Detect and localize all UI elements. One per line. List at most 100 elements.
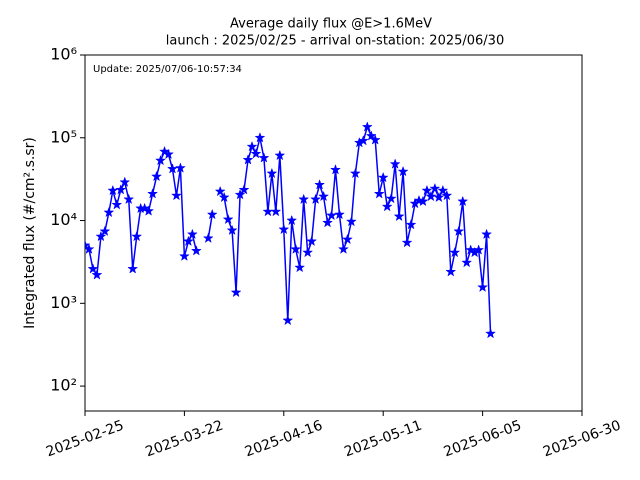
data-point [393,210,405,222]
data-point [333,208,345,220]
data-point [330,164,341,175]
y-tick-label: 10² [50,376,77,395]
data-point [85,243,95,254]
y-tick-label: 10⁴ [50,210,77,229]
series-line [85,124,492,334]
data-point [457,195,469,207]
data-point [341,233,353,245]
update-note: Update: 2025/07/06-10:57:34 [93,64,242,75]
data-point [218,191,230,203]
data-point [421,184,433,196]
data-point [302,246,314,258]
y-tick-label: 10⁶ [50,45,77,64]
data-point [155,154,167,166]
plot-area [85,121,497,339]
data-point [230,286,242,298]
data-point [131,230,143,242]
data-point [377,171,389,183]
data-point [119,176,131,187]
data-point [226,224,238,236]
data-point [254,132,266,143]
data-point [186,228,198,240]
data-point [310,193,322,205]
data-point [481,228,493,240]
data-point [174,162,186,173]
data-point [214,185,226,197]
data-point [182,235,194,247]
data-point [115,184,127,195]
data-point [242,154,254,165]
data-point [143,205,155,216]
data-point [405,218,417,230]
x-tick-label: 2025-04-16 [243,418,325,461]
data-point [397,165,409,177]
data-point [417,195,429,207]
data-point [103,206,115,218]
data-point [357,135,369,146]
data-point [99,225,111,237]
chart-subtitle: launch : 2025/02/25 - arrival on-station… [166,34,504,49]
data-point [87,263,99,274]
data-point [282,314,294,326]
data-point [107,184,119,196]
data-point [337,243,349,254]
data-point [385,192,397,204]
data-point [246,140,258,152]
data-point [461,256,473,268]
data-point [127,263,139,274]
data-point [294,261,306,273]
data-point [166,163,178,174]
data-point [85,239,91,251]
x-tick-label: 2025-02-25 [44,418,126,461]
data-point [318,190,330,202]
y-tick-label: 10³ [50,293,77,312]
data-point [290,243,302,254]
data-point [234,188,246,200]
data-point [437,184,449,196]
data-point [163,148,174,160]
data-point [381,200,393,212]
data-point [453,225,465,237]
data-point [349,167,361,179]
data-point [202,232,214,243]
data-point [322,217,334,228]
x-tick-label: 2025-05-11 [342,418,424,461]
data-point [445,266,457,277]
data-point [425,190,437,202]
x-tick-label: 2025-03-22 [143,418,225,461]
data-point [326,209,337,221]
data-point [369,134,381,145]
data-point [270,205,282,217]
data-point [449,246,461,258]
data-point [111,199,123,210]
data-point [477,281,489,292]
data-point [147,188,159,199]
data-point [441,189,453,201]
data-point [151,170,163,182]
data-point [365,130,377,141]
data-point [222,213,234,225]
data-point [485,327,497,339]
data-point [190,245,202,256]
data-point [238,184,250,195]
data-point [401,236,413,248]
x-tick-label: 2025-06-05 [442,418,524,461]
data-point [433,191,445,203]
data-point [389,158,401,169]
data-point [373,188,385,199]
data-point [170,189,182,201]
data-point [274,149,286,161]
data-point [91,269,103,280]
data-point [266,167,278,179]
data-point [345,215,357,227]
data-point [250,148,262,159]
chart-title: Average daily flux @E>1.6MeV [230,17,432,32]
data-point [95,230,107,242]
data-point [286,214,298,226]
data-point [429,182,441,194]
y-axis-label: Integrated flux (#/cm².s.sr) [22,137,38,329]
y-tick-label: 10⁵ [50,127,77,146]
data-point [361,121,373,132]
